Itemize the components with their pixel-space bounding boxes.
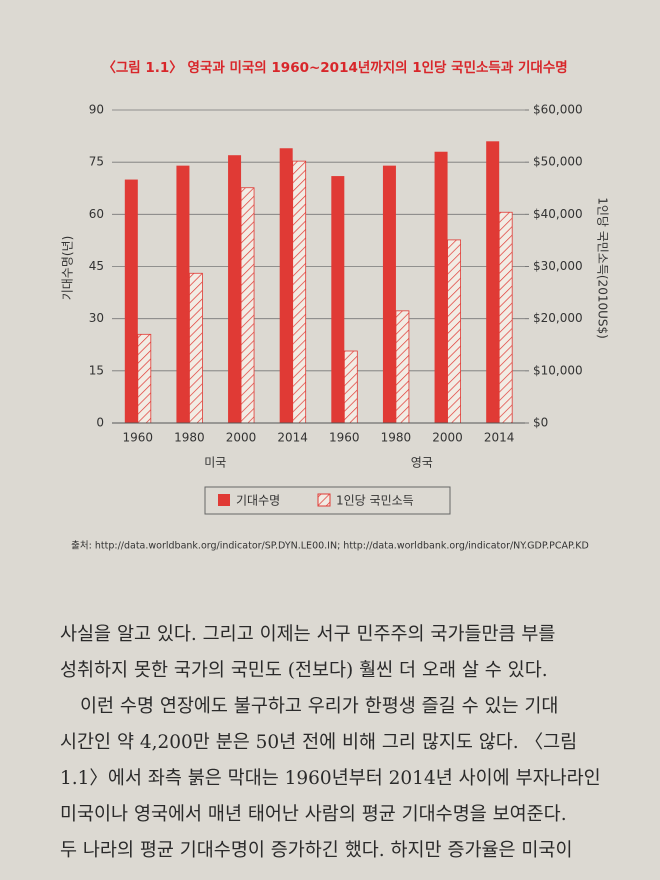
- bar: [343, 350, 358, 424]
- y2-tick-label: $30,000: [533, 259, 583, 273]
- body-line: 시간인 약 4,200만 분은 50년 전에 비해 그리 많지도 않다. 〈그림: [60, 732, 578, 753]
- bar: [486, 141, 500, 424]
- y2-tick-label: $60,000: [533, 103, 583, 117]
- y-tick-label: 0: [96, 416, 104, 430]
- x-tick-label: 1980: [174, 431, 205, 445]
- x-tick-label: 1960: [123, 431, 154, 445]
- body-line: 이런 수명 연장에도 불구하고 우리가 한평생 즐길 수 있는 기대: [80, 696, 559, 717]
- bar: [279, 148, 293, 423]
- y-axis-label: 기대수명(년): [61, 236, 75, 301]
- bar: [176, 165, 190, 423]
- bar: [240, 187, 255, 424]
- bar: [447, 239, 461, 424]
- y-tick-label: 90: [89, 103, 104, 117]
- bar: [395, 310, 410, 424]
- legend-swatch: [218, 494, 230, 506]
- bar: [382, 165, 396, 423]
- y-tick-label: 75: [89, 155, 104, 169]
- legend-box: [204, 486, 451, 515]
- bar: [124, 179, 138, 423]
- legend-label: 1인당 국민소득: [336, 494, 414, 508]
- bar: [189, 272, 203, 424]
- x-tick-label: 2014: [484, 431, 515, 445]
- group-label: 영국: [411, 456, 433, 470]
- x-tick-label: 1980: [381, 431, 412, 445]
- bar: [292, 160, 307, 424]
- bar: [228, 155, 242, 423]
- chart: 〈그림 1.1〉 영국과 미국의 1960~2014년까지의 1인당 국민소득과…: [61, 59, 610, 552]
- legend-label: 기대수명: [236, 494, 280, 508]
- y2-tick-label: $20,000: [533, 311, 583, 325]
- y2-tick-label: $10,000: [533, 363, 583, 377]
- bar: [137, 333, 152, 424]
- bar: [331, 176, 345, 423]
- bar: [434, 151, 448, 423]
- x-tick-label: 1960: [329, 431, 360, 445]
- y2-axis-label: 1인당 국민소득(2010US$): [596, 197, 610, 339]
- body-line: 1.1〉에서 좌측 붉은 막대는 1960년부터 2014년 사이에 부자나라인: [60, 768, 601, 789]
- bar: [498, 211, 513, 424]
- x-tick-label: 2000: [226, 431, 257, 445]
- body-line: 성취하지 못한 국가의 국민도 (전보다) 훨씬 더 오래 살 수 있다.: [60, 660, 548, 681]
- y-tick-label: 60: [89, 207, 104, 221]
- body-line: 두 나라의 평균 기대수명이 증가하긴 했다. 하지만 증가율은 미국이: [60, 840, 573, 861]
- y-tick-label: 45: [89, 259, 104, 273]
- y-tick-label: 30: [89, 311, 104, 325]
- x-tick-label: 2000: [432, 431, 463, 445]
- y-tick-label: 15: [89, 363, 104, 377]
- y2-tick-label: $50,000: [533, 155, 583, 169]
- chart-title: 〈그림 1.1〉 영국과 미국의 1960~2014년까지의 1인당 국민소득과…: [102, 59, 567, 76]
- body-line: 사실을 알고 있다. 그리고 이제는 서구 민주주의 국가들만큼 부를: [60, 624, 556, 645]
- group-label: 미국: [204, 456, 226, 470]
- y2-tick-label: $0: [533, 416, 548, 430]
- body-line: 미국이나 영국에서 매년 태어난 사람의 평균 기대수명을 보여준다.: [60, 804, 567, 825]
- y2-tick-label: $40,000: [533, 207, 583, 221]
- legend-swatch: [317, 493, 331, 507]
- x-tick-label: 2014: [277, 431, 308, 445]
- source: 출처: http://data.worldbank.org/indicator/…: [71, 540, 589, 552]
